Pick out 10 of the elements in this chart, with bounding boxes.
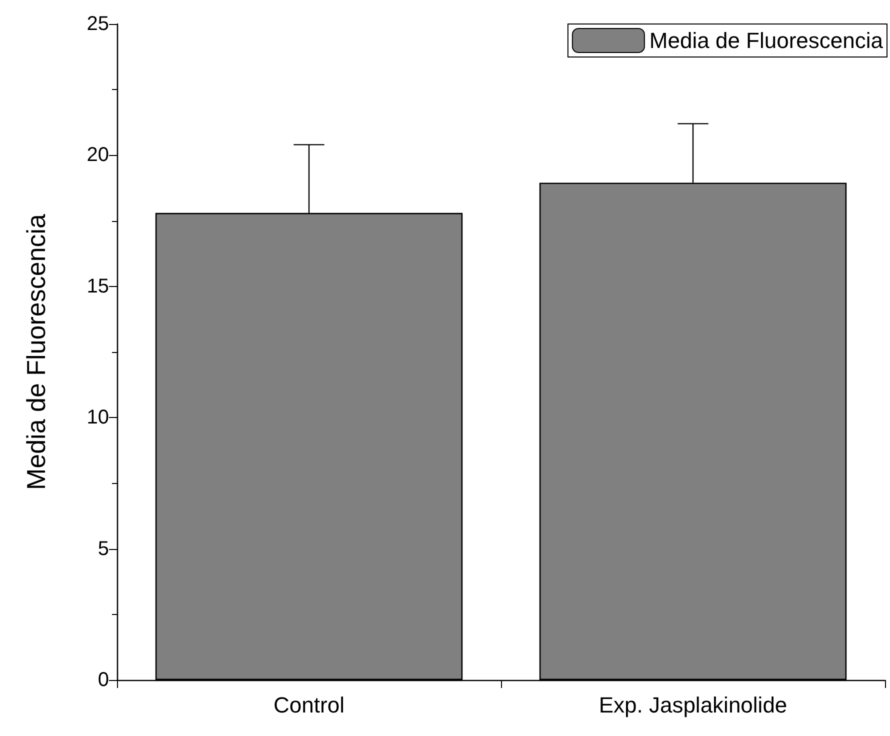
y-tick-label: 20	[86, 144, 109, 166]
y-tick-label: 0	[98, 669, 109, 691]
y-axis-title: Media de Fluorescencia	[21, 213, 51, 490]
y-tick-label: 25	[86, 13, 109, 35]
legend-label: Media de Fluorescencia	[649, 28, 884, 53]
y-tick-label: 15	[86, 275, 109, 298]
y-tick-label: 5	[98, 538, 109, 560]
y-tick-label: 10	[86, 406, 109, 429]
x-tick-label: Exp. Jasplakinolide	[598, 692, 788, 718]
x-tick-label: Control	[274, 692, 344, 718]
